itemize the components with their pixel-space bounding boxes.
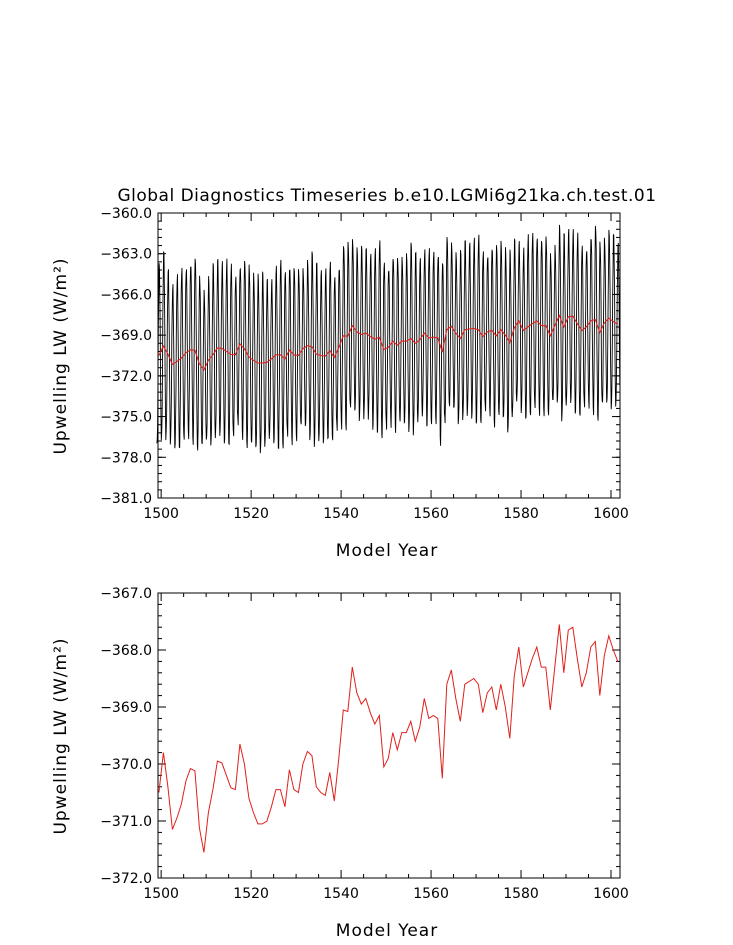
bottom-series bbox=[158, 624, 619, 853]
y-tick-label: −372.0 bbox=[100, 369, 152, 385]
bottom-y-axis-title: Upwelling LW (W/m²) bbox=[51, 637, 71, 834]
y-tick-label: −372.0 bbox=[100, 871, 152, 887]
annual-mean-line bbox=[158, 624, 619, 853]
x-tick-label: 1580 bbox=[503, 886, 539, 902]
x-tick-label: 1520 bbox=[233, 506, 269, 522]
bottom-panel: 1500 1520 1540 1560 1580 1600 −367.0 −368.0 −369… bbox=[51, 586, 629, 941]
x-tick-label: 1540 bbox=[323, 506, 359, 522]
annual-mean-line bbox=[158, 314, 619, 371]
chart-title: Global Diagnostics Timeseries b.e10.LGMi… bbox=[117, 186, 656, 206]
x-tick-label: 1600 bbox=[593, 506, 629, 522]
x-tick-label: 1560 bbox=[413, 506, 449, 522]
y-tick-label: −378.0 bbox=[100, 450, 152, 466]
bottom-x-axis-title: Model Year bbox=[336, 921, 438, 941]
x-tick-label: 1500 bbox=[143, 886, 179, 902]
y-tick-label: −363.0 bbox=[100, 247, 152, 263]
top-axis-ticks: 1500 1520 1540 1560 1580 1600 −360.0 −363.0 −366… bbox=[100, 206, 629, 522]
y-tick-label: −368.0 bbox=[100, 643, 152, 659]
y-tick-label: −370.0 bbox=[100, 757, 152, 773]
x-tick-label: 1520 bbox=[233, 886, 269, 902]
y-tick-label: −381.0 bbox=[100, 491, 152, 507]
x-tick-label: 1600 bbox=[593, 886, 629, 902]
bottom-plot-frame bbox=[157, 592, 621, 879]
y-tick-label: −360.0 bbox=[100, 206, 152, 222]
y-tick-label: −369.0 bbox=[100, 700, 152, 716]
top-x-axis-title: Model Year bbox=[336, 541, 438, 561]
top-series bbox=[156, 224, 621, 454]
y-tick-label: −367.0 bbox=[100, 586, 152, 602]
y-tick-label: −369.0 bbox=[100, 328, 152, 344]
monthly-mean-line bbox=[156, 224, 621, 454]
x-tick-label: 1500 bbox=[143, 506, 179, 522]
top-panel: 1500 1520 1540 1560 1580 1600 −360.0 −363.0 −366… bbox=[51, 206, 629, 561]
y-tick-label: −366.0 bbox=[100, 287, 152, 303]
top-y-axis-title: Upwelling LW (W/m²) bbox=[51, 257, 71, 454]
y-tick-label: −375.0 bbox=[100, 410, 152, 426]
y-tick-label: −371.0 bbox=[100, 814, 152, 830]
x-tick-label: 1580 bbox=[503, 506, 539, 522]
x-tick-label: 1560 bbox=[413, 886, 449, 902]
bottom-axis-ticks: 1500 1520 1540 1560 1580 1600 −367.0 −368.0 −369… bbox=[100, 586, 629, 902]
x-tick-label: 1540 bbox=[323, 886, 359, 902]
